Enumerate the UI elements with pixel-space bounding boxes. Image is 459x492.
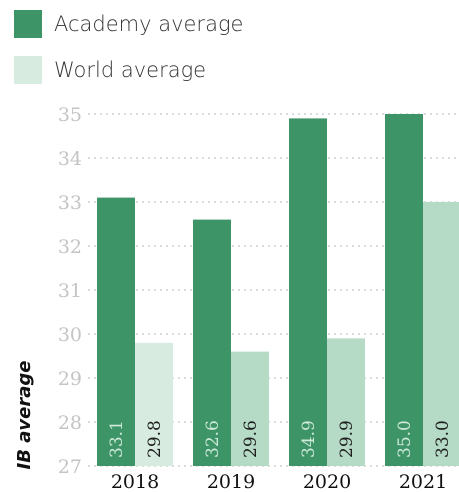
y-axis-label: IB average (14, 361, 35, 470)
bar-world-average-2020 (327, 338, 365, 466)
x-category-2018: 2018 (111, 471, 159, 492)
bar-academy-average-2020 (289, 118, 327, 467)
bar-academy-average-2019 (193, 219, 231, 466)
data-label-academy-average-2020: 34.9 (299, 420, 319, 458)
y-tick-29: 29 (58, 368, 82, 390)
y-axis-ticks: 27 28 29 30 31 32 33 34 35 (58, 104, 82, 478)
y-tick-34: 34 (58, 148, 82, 170)
data-label-world-average-2020: 29.9 (337, 420, 357, 458)
bar-world-average-2019 (231, 351, 269, 466)
y-tick-31: 31 (58, 280, 82, 302)
bar-academy-average-2021 (385, 114, 423, 466)
data-label-academy-average-2018: 33.1 (107, 420, 127, 458)
bar-world-average-2018 (135, 342, 173, 466)
legend: Academy average World average (14, 10, 243, 102)
data-labels: 33.1 29.8 32.6 29.6 34.9 29.9 35.0 33.0 (107, 420, 453, 458)
data-label-world-average-2021: 33.0 (433, 420, 453, 458)
x-category-2019: 2019 (207, 471, 255, 492)
x-axis-categories: 2018 2019 2020 2021 (111, 471, 447, 492)
y-tick-27: 27 (58, 456, 82, 478)
data-label-world-average-2019: 29.6 (241, 420, 261, 458)
y-tick-30: 30 (58, 324, 82, 346)
legend-label-world: World average (54, 58, 207, 82)
legend-item-world: World average (14, 56, 243, 84)
y-tick-33: 33 (58, 192, 82, 214)
bar-academy-average-2018 (97, 197, 135, 466)
y-tick-32: 32 (58, 236, 82, 258)
y-tick-35: 35 (58, 104, 82, 126)
legend-swatch-world (14, 56, 42, 84)
data-label-academy-average-2021: 35.0 (395, 420, 415, 458)
legend-label-academy: Academy average (54, 12, 244, 36)
x-category-2021: 2021 (399, 471, 447, 492)
data-label-world-average-2018: 29.8 (145, 420, 165, 458)
legend-swatch-academy (14, 10, 42, 38)
bar-world-average-2021 (423, 202, 459, 466)
bars (97, 114, 459, 467)
y-tick-28: 28 (58, 412, 82, 434)
legend-item-academy: Academy average (14, 10, 243, 38)
data-label-academy-average-2019: 32.6 (203, 420, 223, 458)
x-category-2020: 2020 (303, 471, 351, 492)
